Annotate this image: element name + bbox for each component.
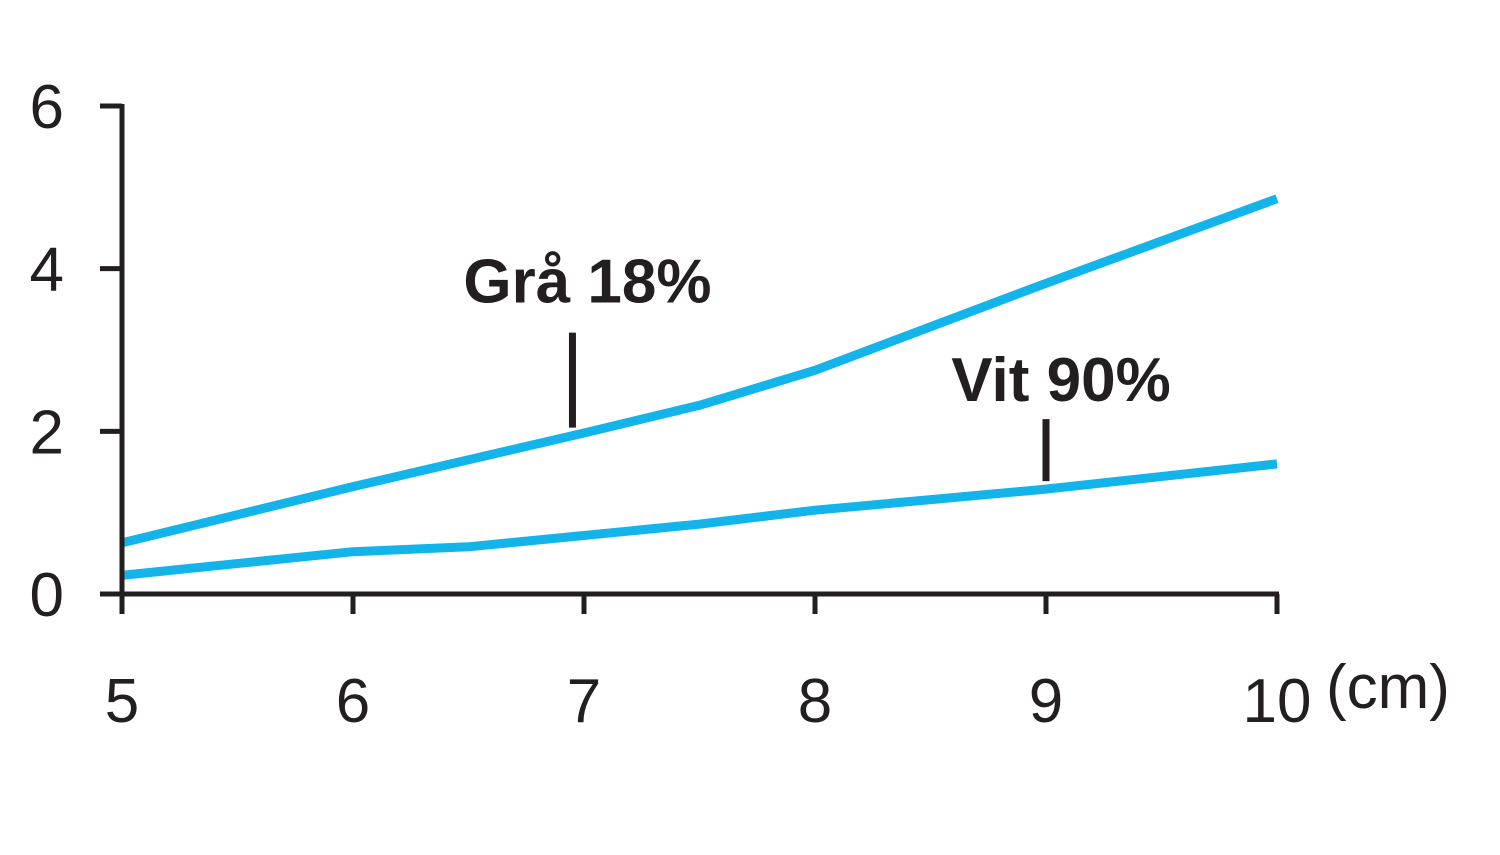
- annotation-label-1: Grå 18%: [463, 248, 711, 317]
- y-tick-label-2: 2: [30, 398, 64, 467]
- x-tick-label-7: 7: [567, 667, 601, 736]
- x-tick-label-10: 10: [1243, 667, 1312, 736]
- x-tick-label-5: 5: [105, 667, 139, 736]
- x-tick-label-9: 9: [1029, 667, 1063, 736]
- annotation-label-2: Vit 90%: [951, 346, 1170, 415]
- axes-layer: [119, 104, 1279, 612]
- x-tick-label-8: 8: [798, 667, 832, 736]
- series-line-2: [121, 459, 1278, 580]
- x-tick-label-6: 6: [336, 667, 370, 736]
- series-line-1: [120, 194, 1279, 548]
- y-tick-label-6: 6: [30, 73, 64, 142]
- y-tick-label-4: 4: [30, 236, 64, 305]
- x-axis-unit-label: (cm): [1326, 653, 1450, 722]
- series-layer: [120, 194, 1279, 580]
- annotation-layer: Grå 18% Vit 90%: [463, 248, 1171, 482]
- y-tick-label-0: 0: [30, 561, 64, 630]
- ticks-layer: 0 2 4 6 5 6 7 8 9 10: [30, 73, 1312, 736]
